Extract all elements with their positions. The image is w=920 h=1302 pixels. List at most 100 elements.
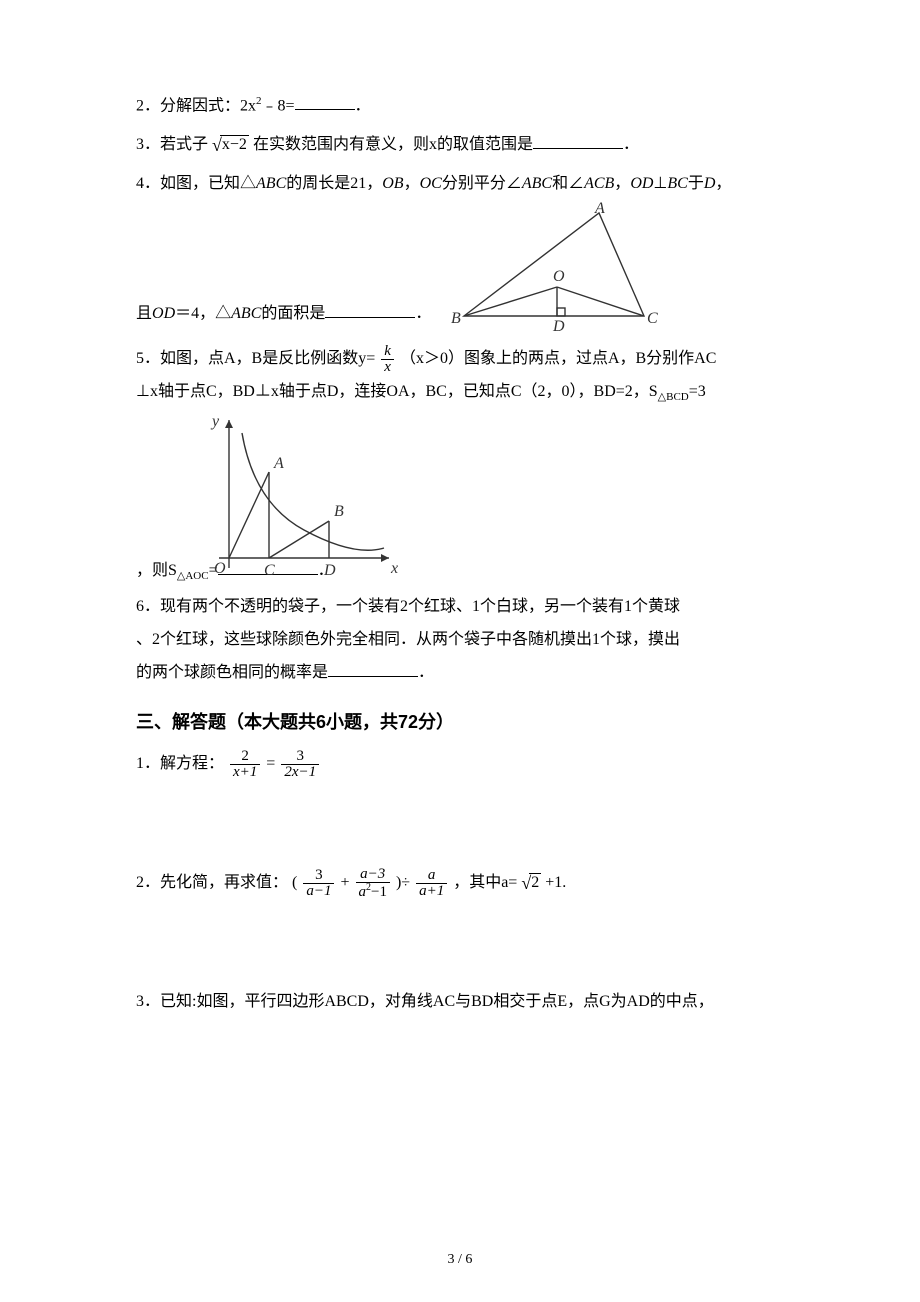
num: 3 xyxy=(281,749,319,765)
q5-fig-row: ，则S△AOC=． xyxy=(136,408,784,587)
t: 4．如图，已知△ xyxy=(136,175,256,192)
num: 2 xyxy=(230,749,260,765)
t: OD xyxy=(630,175,653,192)
q4-line1: 4．如图，已知△ABC的周长是21，OB，OC分别平分∠ABC和∠ACB，OD⊥… xyxy=(136,168,784,201)
blank xyxy=(295,93,355,110)
t: −1 xyxy=(371,884,387,900)
t: 的两个球颜色相同的概率是 xyxy=(136,664,328,681)
q5-line1: 5．如图，点A，B是反比例函数y= k x （x＞0）图象上的两点，过点A，B分… xyxy=(136,343,784,376)
den: 2x−1 xyxy=(281,765,319,780)
t: + xyxy=(340,874,349,891)
t: ， xyxy=(404,175,420,192)
t: OB xyxy=(382,175,403,192)
lbl-O: O xyxy=(553,268,565,285)
q2-period: ． xyxy=(355,97,371,114)
t: )÷ xyxy=(396,874,410,891)
t: ABC xyxy=(231,305,261,322)
t: 3．已知:如图，平行四边形ABCD，对角线AC与BD相交于点E，点G为AD的中点… xyxy=(136,993,714,1010)
sqrt-body: x−2 xyxy=(220,135,249,153)
t: 于 xyxy=(688,175,704,192)
t: 的周长是21， xyxy=(286,175,382,192)
blank xyxy=(325,301,415,318)
s3-question-3: 3．已知:如图，平行四边形ABCD，对角线AC与BD相交于点E，点G为AD的中点… xyxy=(136,986,784,1019)
t: 分别平分∠ xyxy=(442,175,522,192)
page-footer: 3 / 6 xyxy=(0,1252,920,1268)
frac-lhs: 2 x+1 xyxy=(230,749,260,780)
lbl-O: O xyxy=(214,560,226,577)
num: 3 xyxy=(303,868,334,884)
t: ． xyxy=(418,664,434,681)
num: a xyxy=(416,868,447,884)
t: ． xyxy=(415,305,431,322)
section3-heading: 三、解答题（本大题共6小题，共72分） xyxy=(136,708,784,734)
frac-rhs: 3 2x−1 xyxy=(281,749,319,780)
t: ABC xyxy=(256,175,286,192)
t: ，则S xyxy=(136,562,177,579)
lbl-D: D xyxy=(552,318,565,331)
blank xyxy=(533,132,623,149)
page: 2．分解因式：2x 2 ﹣8= ． 3．若式子 √x−2 在实数范围内有意义，则x的取… xyxy=(0,0,920,1302)
q2-text-b: ﹣8= xyxy=(262,97,295,114)
t: ABC xyxy=(522,175,552,192)
den: x+1 xyxy=(230,765,260,780)
hyperbola-diagram: O C D x y A B xyxy=(184,408,404,583)
lbl-y: y xyxy=(210,413,220,430)
question-6: 6．现有两个不透明的袋子，一个装有2个红球、1个白球，另一个装有1个黄球 、2个… xyxy=(136,591,784,689)
t: ，其中a= xyxy=(453,874,517,891)
t: ＝4，△ xyxy=(175,305,231,322)
q6-l2: 、2个红球，这些球除颜色外完全相同．从两个袋子中各随机摸出1个球，摸出 xyxy=(136,624,784,657)
question-3: 3．若式子 √x−2 在实数范围内有意义，则x的取值范围是 ． xyxy=(136,127,784,164)
lbl-x: x xyxy=(390,560,398,577)
lbl-D: D xyxy=(323,562,336,579)
num: k xyxy=(381,344,394,360)
lbl-A: A xyxy=(273,455,284,472)
t: 且 xyxy=(136,305,152,322)
q4-figure: A B C D O xyxy=(449,201,664,331)
q3-text-b: 在实数范围内有意义，则x的取值范围是 xyxy=(253,136,533,153)
eq: = xyxy=(266,755,275,772)
den: a2−1 xyxy=(356,883,390,900)
frac-1: 3 a−1 xyxy=(303,868,334,899)
num: a−3 xyxy=(356,867,390,883)
t: BC xyxy=(667,175,687,192)
frac-2: a−3 a2−1 xyxy=(356,867,390,900)
t: ⊥x轴于点C，BD⊥x轴于点D，连接OA，BC，已知点C（2，0），BD=2，S xyxy=(136,383,658,400)
blank xyxy=(328,660,418,677)
question-2: 2．分解因式：2x2﹣8=． xyxy=(136,90,784,123)
q2-text-a: 2．分解因式：2x xyxy=(136,97,256,114)
sub: △BCD xyxy=(658,391,689,403)
den: a−1 xyxy=(303,884,334,899)
t: （x＞0）图象上的两点，过点A，B分别作AC xyxy=(400,350,716,367)
t: 的面积是 xyxy=(261,305,325,322)
q3-period: ． xyxy=(623,136,639,153)
q4-line2-text: 且OD＝4，△ABC的面积是 ． xyxy=(136,298,431,331)
triangle-diagram: A B C D O xyxy=(449,201,664,331)
sqrt-expr: √x−2 xyxy=(212,127,249,164)
lbl-C: C xyxy=(264,562,275,579)
t: 1．解方程： xyxy=(136,755,224,772)
question-4: 4．如图，已知△ABC的周长是21，OB，OC分别平分∠ABC和∠ACB，OD⊥… xyxy=(136,168,784,331)
t: =3 xyxy=(689,383,706,400)
q4-line2-wrap: 且OD＝4，△ABC的面积是 ． A B C D xyxy=(136,201,784,331)
lbl-A: A xyxy=(594,201,605,217)
lbl-C: C xyxy=(647,310,658,327)
den: a+1 xyxy=(416,884,447,899)
t: ⊥ xyxy=(653,175,667,192)
q5-figure: O C D x y A B xyxy=(184,408,404,583)
q6-l1: 6．现有两个不透明的袋子，一个装有2个红球、1个白球，另一个装有1个黄球 xyxy=(136,591,784,624)
q3-text-a: 3．若式子 xyxy=(136,136,208,153)
t: 5．如图，点A，B是反比例函数y= xyxy=(136,350,375,367)
t: ， xyxy=(614,175,630,192)
t: +1. xyxy=(545,874,566,891)
t: 2．先化简，再求值： xyxy=(136,874,288,891)
sqrt2: √2 xyxy=(521,865,541,902)
t: OD xyxy=(152,305,175,322)
s3-question-1: 1．解方程： 2 x+1 = 3 2x−1 xyxy=(136,748,784,781)
t: OC xyxy=(420,175,442,192)
spacer xyxy=(136,906,784,986)
q6-l3: 的两个球颜色相同的概率是 ． xyxy=(136,657,784,690)
q5-line2: ⊥x轴于点C，BD⊥x轴于点D，连接OA，BC，已知点C（2，0），BD=2，S… xyxy=(136,376,784,409)
t: D xyxy=(704,175,716,192)
t: a xyxy=(359,884,367,900)
lbl-B: B xyxy=(451,310,461,327)
